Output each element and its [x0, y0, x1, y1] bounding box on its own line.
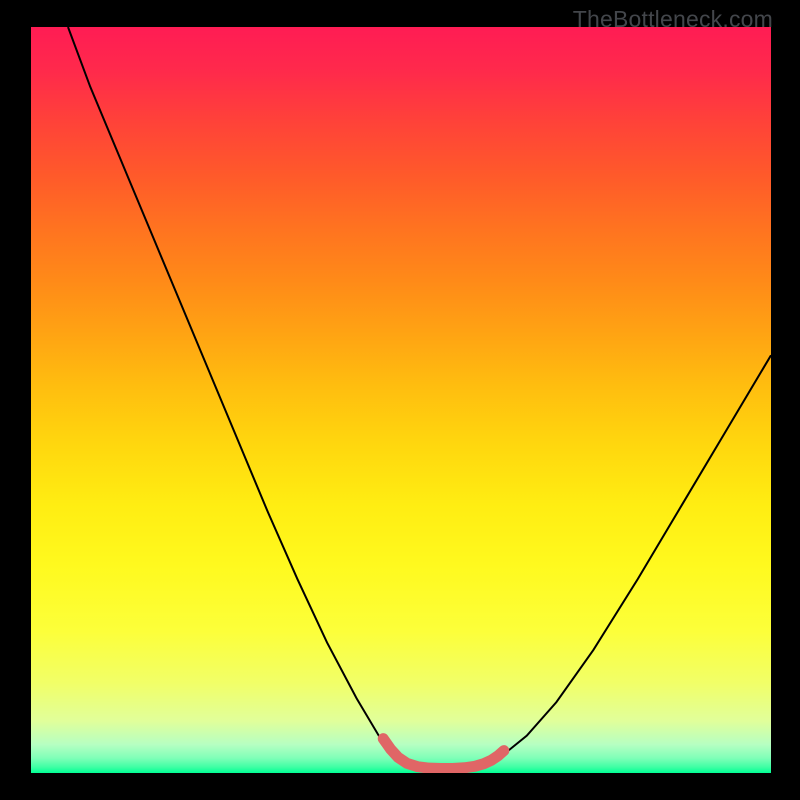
stage: TheBottleneck.com	[0, 0, 800, 800]
watermark-text: TheBottleneck.com	[573, 6, 773, 33]
chart-svg	[0, 0, 800, 800]
plot-background	[31, 27, 771, 773]
